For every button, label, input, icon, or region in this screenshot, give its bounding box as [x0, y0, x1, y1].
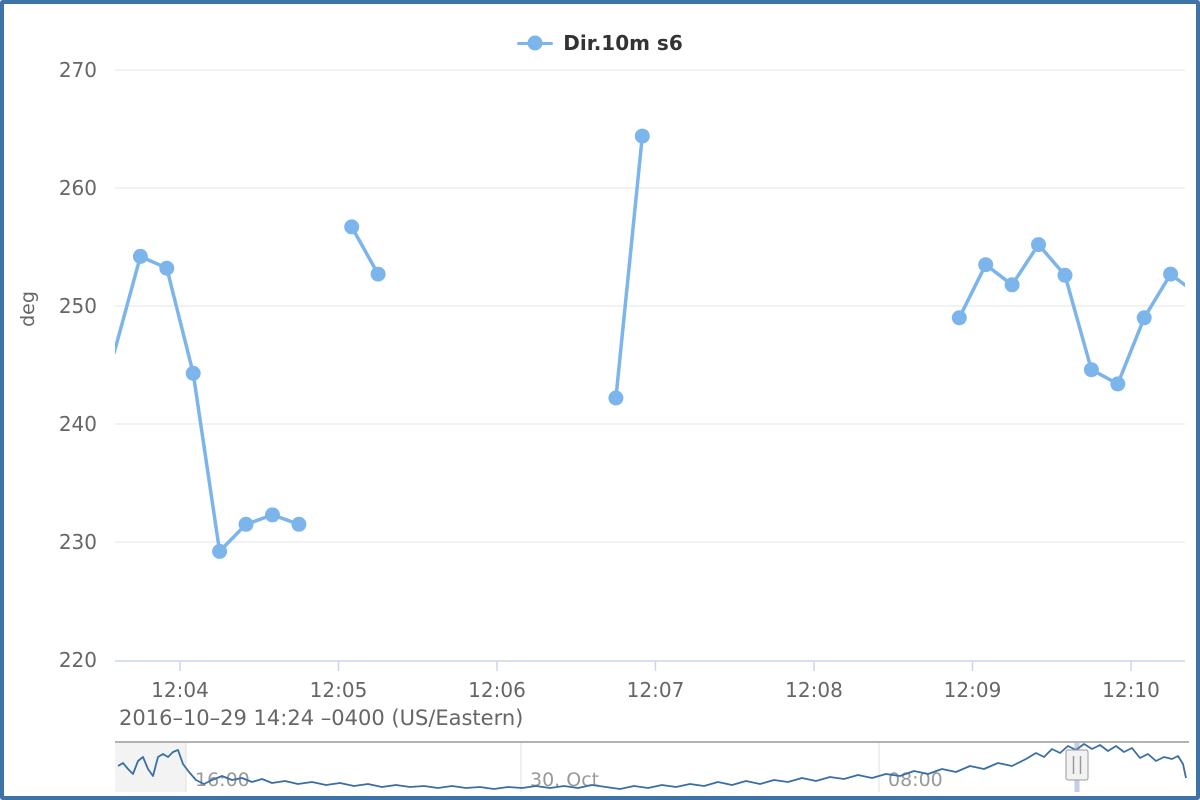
- y-tick-label: 230: [59, 530, 97, 554]
- legend[interactable]: Dir.10m s6: [4, 31, 1196, 55]
- y-tick-label: 250: [59, 294, 97, 318]
- x-tick-label: 12:05: [310, 678, 368, 702]
- data-point[interactable]: [1110, 376, 1126, 392]
- data-point[interactable]: [265, 507, 280, 523]
- data-point[interactable]: [291, 516, 307, 532]
- legend-series-label: Dir.10m s6: [563, 31, 683, 55]
- x-tick-label: 12:09: [944, 678, 1002, 702]
- y-tick-label: 270: [59, 58, 97, 82]
- y-tick-label: 260: [59, 176, 97, 200]
- data-point[interactable]: [159, 260, 175, 276]
- y-axis-title: deg: [16, 291, 39, 327]
- data-point[interactable]: [1004, 277, 1020, 293]
- navigator-tick-label: 30. Oct: [530, 769, 599, 791]
- x-axis-datetime-label: 2016–10–29 14:24 –0400 (US/Eastern): [119, 706, 524, 730]
- y-tick-label: 220: [59, 648, 97, 672]
- series-markers: [132, 128, 1179, 559]
- data-point[interactable]: [344, 219, 360, 235]
- data-point[interactable]: [1031, 237, 1046, 253]
- x-tick-label: 12:04: [151, 678, 209, 702]
- navigator-series: [117, 743, 1187, 790]
- x-tick-label: 12:06: [468, 678, 526, 702]
- x-tick-label: 12:08: [785, 678, 843, 702]
- data-point[interactable]: [1163, 266, 1179, 282]
- data-point[interactable]: [1083, 362, 1099, 378]
- main-chart: 12:04 12:05 12:06 12:07 12:08 12:09 12:10 220 23…: [59, 58, 1189, 792]
- series-line: [115, 134, 1185, 554]
- x-tick-label: 12:07: [627, 678, 685, 702]
- x-axis: 12:04 12:05 12:06 12:07 12:08 12:09 12:10: [115, 660, 1185, 702]
- data-point[interactable]: [1057, 267, 1073, 283]
- data-point[interactable]: [238, 516, 254, 532]
- data-point[interactable]: [978, 257, 994, 273]
- data-point[interactable]: [608, 390, 624, 406]
- navigator-tick-label: 16:00: [195, 769, 250, 791]
- data-point[interactable]: [185, 365, 201, 381]
- navigator-handle[interactable]: [1065, 749, 1089, 781]
- legend-line-marker-icon: [517, 35, 554, 51]
- data-point[interactable]: [951, 310, 967, 326]
- data-point[interactable]: [132, 248, 148, 264]
- data-point[interactable]: [1136, 310, 1152, 326]
- data-point[interactable]: [212, 543, 228, 559]
- y-tick-labels: 220 230 240 250 260 270: [59, 58, 97, 672]
- data-point[interactable]: [370, 266, 386, 282]
- x-tick-label: 12:10: [1102, 678, 1160, 702]
- data-point[interactable]: [634, 128, 650, 144]
- y-gridlines: [115, 69, 1185, 543]
- navigator[interactable]: 16:00 30. Oct 08:00: [115, 741, 1189, 792]
- y-tick-label: 240: [59, 412, 97, 436]
